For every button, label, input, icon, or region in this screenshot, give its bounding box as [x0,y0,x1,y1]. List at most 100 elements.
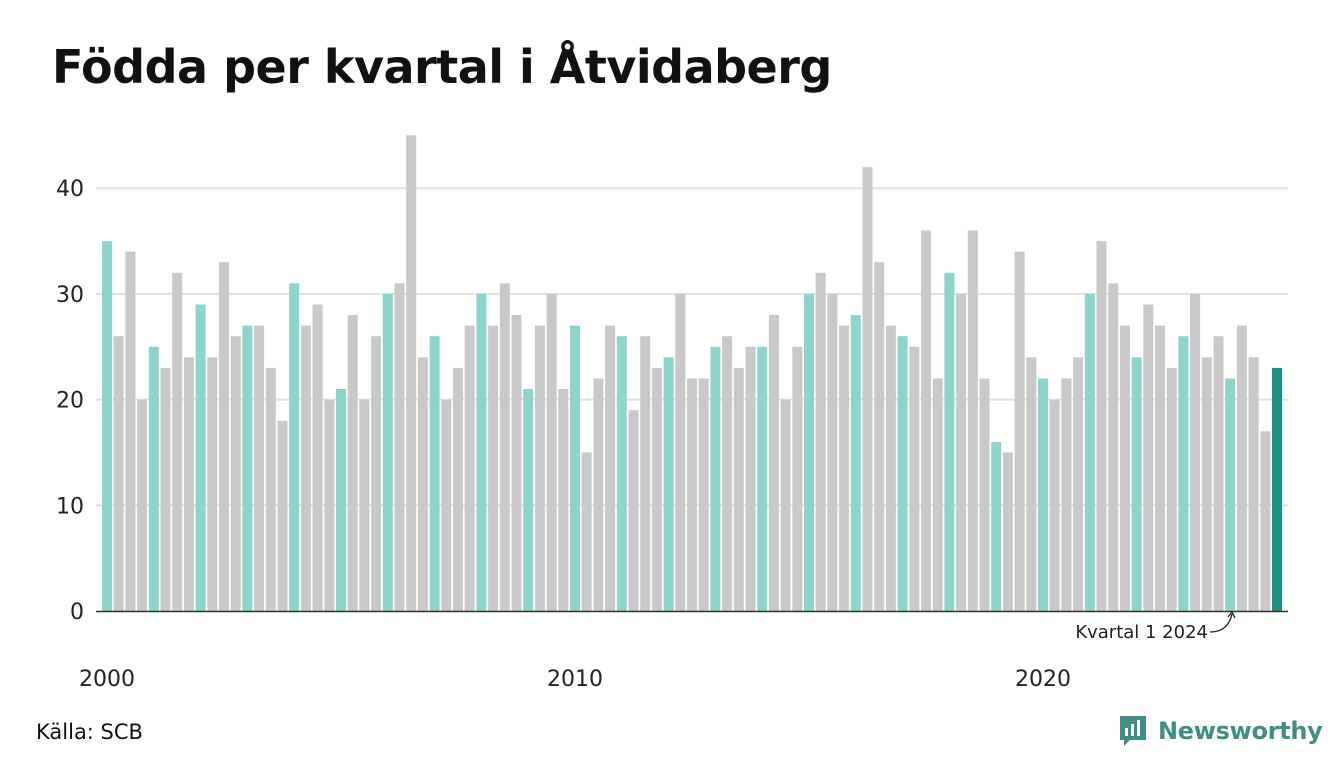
bar [1108,283,1119,611]
bar [300,325,311,611]
bar [827,293,838,611]
bar [1178,336,1189,611]
bar [1038,378,1048,611]
bars [102,135,1282,612]
x-tick-label: 2020 [1015,667,1071,692]
bar [850,315,861,611]
bar [804,293,814,611]
bar [1119,325,1130,611]
bar [593,378,604,611]
bar [605,325,616,611]
bar [1096,241,1107,611]
bar [534,325,545,611]
bar [1026,357,1037,611]
bar [558,389,569,611]
bar [1166,367,1177,611]
bar [1225,378,1236,611]
bar [230,336,241,611]
bar [1131,357,1142,611]
bar [757,346,768,612]
bar [417,357,428,611]
bar [137,399,148,611]
bar [219,262,229,611]
bar [312,304,323,611]
bar [780,399,791,611]
bar [546,293,557,611]
x-tick-label: 2000 [79,667,135,692]
bar [733,367,744,611]
bar [616,336,627,611]
bar [207,357,218,611]
bar [792,346,803,612]
x-axis-ticks: 2000 2010 2020 [79,667,1071,692]
x-tick-label: 2010 [547,667,603,692]
bar [839,325,850,611]
bar [956,293,967,611]
bar [897,336,908,611]
bar [862,167,873,611]
annotation-label: Kvartal 1 2024 [1075,622,1208,643]
bar [921,230,931,611]
annotation-arrow [1209,613,1233,633]
bar [1260,431,1271,611]
bar [687,378,697,611]
bar [909,346,920,612]
bar [967,230,978,611]
newsworthy-icon [1120,716,1146,746]
bar [1236,325,1247,611]
bar [722,336,733,611]
brand-name: Newsworthy [1158,717,1323,745]
bar [453,367,463,611]
bar [195,304,206,611]
bar [464,325,475,611]
bar [768,315,779,611]
annotation-arrowhead [1227,610,1236,619]
bar [1272,367,1282,611]
y-tick-label: 20 [56,389,84,414]
bar [628,410,639,611]
bar [242,325,253,611]
bar [148,346,159,612]
bar [359,399,370,611]
bar [113,336,124,611]
bar [172,272,183,611]
bar [745,346,756,612]
bar [183,357,194,611]
bar [1248,357,1259,611]
y-tick-label: 30 [56,283,84,308]
bar [663,357,674,611]
bar [1084,293,1095,611]
annotation: Kvartal 1 2024 [1075,610,1236,643]
y-tick-label: 0 [70,600,84,625]
bar [815,272,826,611]
bar [698,378,709,611]
bar [511,315,522,611]
bar [394,283,405,611]
bar [1049,399,1060,611]
bar [406,135,417,612]
bar [277,420,288,611]
bar [441,399,452,611]
bar [991,441,1002,611]
bar [1143,304,1154,611]
bar [1014,251,1025,611]
source-label: Källa: SCB [36,720,143,744]
bar [429,336,440,611]
bar [710,346,721,612]
y-tick-label: 40 [56,177,84,202]
bar [885,325,896,611]
bar [1213,336,1224,611]
bar [1073,357,1084,611]
bar [581,452,592,611]
bar [874,262,885,611]
bar [382,293,393,611]
bar [1190,293,1201,611]
bar [289,283,300,611]
bar [932,378,943,611]
y-tick-label: 10 [56,494,84,519]
bar [476,293,487,611]
y-axis-ticks: 0 10 20 30 40 [56,177,84,625]
bar [371,336,382,611]
bar [1061,378,1072,611]
